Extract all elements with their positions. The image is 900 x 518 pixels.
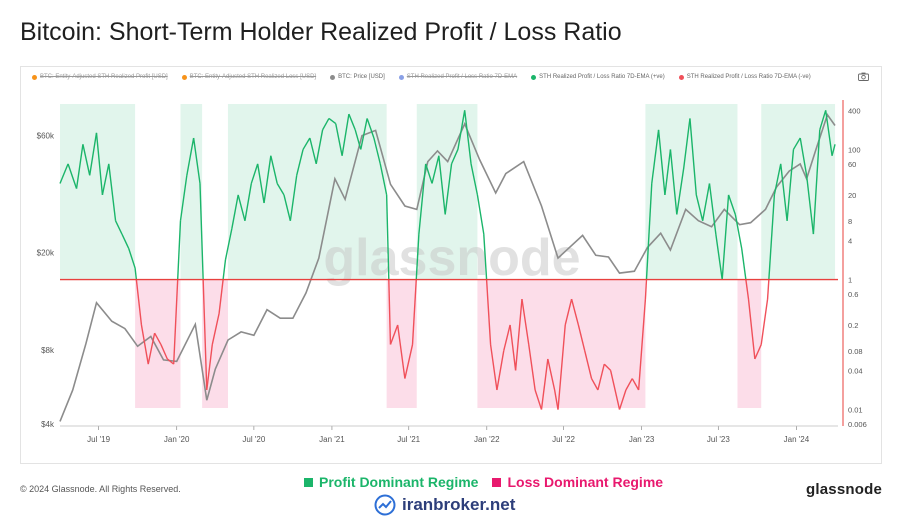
legend-label: STH Realized Profit / Loss Ratio 7D-EMA [406,74,518,80]
profit-regime-swatch [304,477,313,487]
legend-label: BTC: Entity-Adjusted STH Realized Loss [… [189,74,317,80]
loss-regime-swatch [492,477,502,487]
legend-item-ratio-negative[interactable]: STH Realized Profit / Loss Ratio 7D-EMA … [678,71,811,83]
loss-regime-label: Loss Dominant Regime [507,474,664,490]
loss-regime-legend: Loss Dominant Regime [492,474,663,490]
legend-swatch [32,74,37,80]
chart-frame [20,66,882,464]
legend-label: STH Realized Profit / Loss Ratio 7D-EMA … [686,74,811,80]
legend-item-ratio-positive[interactable]: STH Realized Profit / Loss Ratio 7D-EMA … [531,71,665,83]
chart-legend: BTC: Entity-Adjusted STH Realized Profit… [32,71,852,83]
legend-swatch [330,74,336,80]
legend-label: BTC: Price [USD] [338,74,385,80]
legend-label: STH Realized Profit / Loss Ratio 7D-EMA … [539,74,665,80]
broker-logo-icon [374,494,396,516]
page-title: Bitcoin: Short-Term Holder Realized Prof… [20,18,622,46]
legend-swatch [398,74,404,80]
legend-item-sth-loss[interactable]: BTC: Entity-Adjusted STH Realized Loss [… [181,71,317,83]
legend-swatch [678,74,684,80]
legend-item-ratio[interactable]: STH Realized Profit / Loss Ratio 7D-EMA [398,71,518,83]
broker-label: iranbroker.net [402,495,516,514]
legend-item-sth-profit[interactable]: BTC: Entity-Adjusted STH Realized Profit… [32,71,168,83]
copyright-text: © 2024 Glassnode. All Rights Reserved. [20,484,181,494]
brand-logo: glassnode [806,481,882,498]
broker-watermark: iranbroker.net [374,494,515,516]
legend-item-price[interactable]: BTC: Price [USD] [330,71,385,83]
legend-swatch [531,74,537,80]
legend-label: BTC: Entity-Adjusted STH Realized Profit… [40,74,168,80]
profit-regime-legend: Profit Dominant Regime [304,474,478,490]
legend-swatch [181,74,187,80]
camera-icon[interactable] [858,72,869,81]
profit-regime-label: Profit Dominant Regime [319,474,479,490]
regime-legend: Profit Dominant Regime Loss Dominant Reg… [304,474,663,490]
